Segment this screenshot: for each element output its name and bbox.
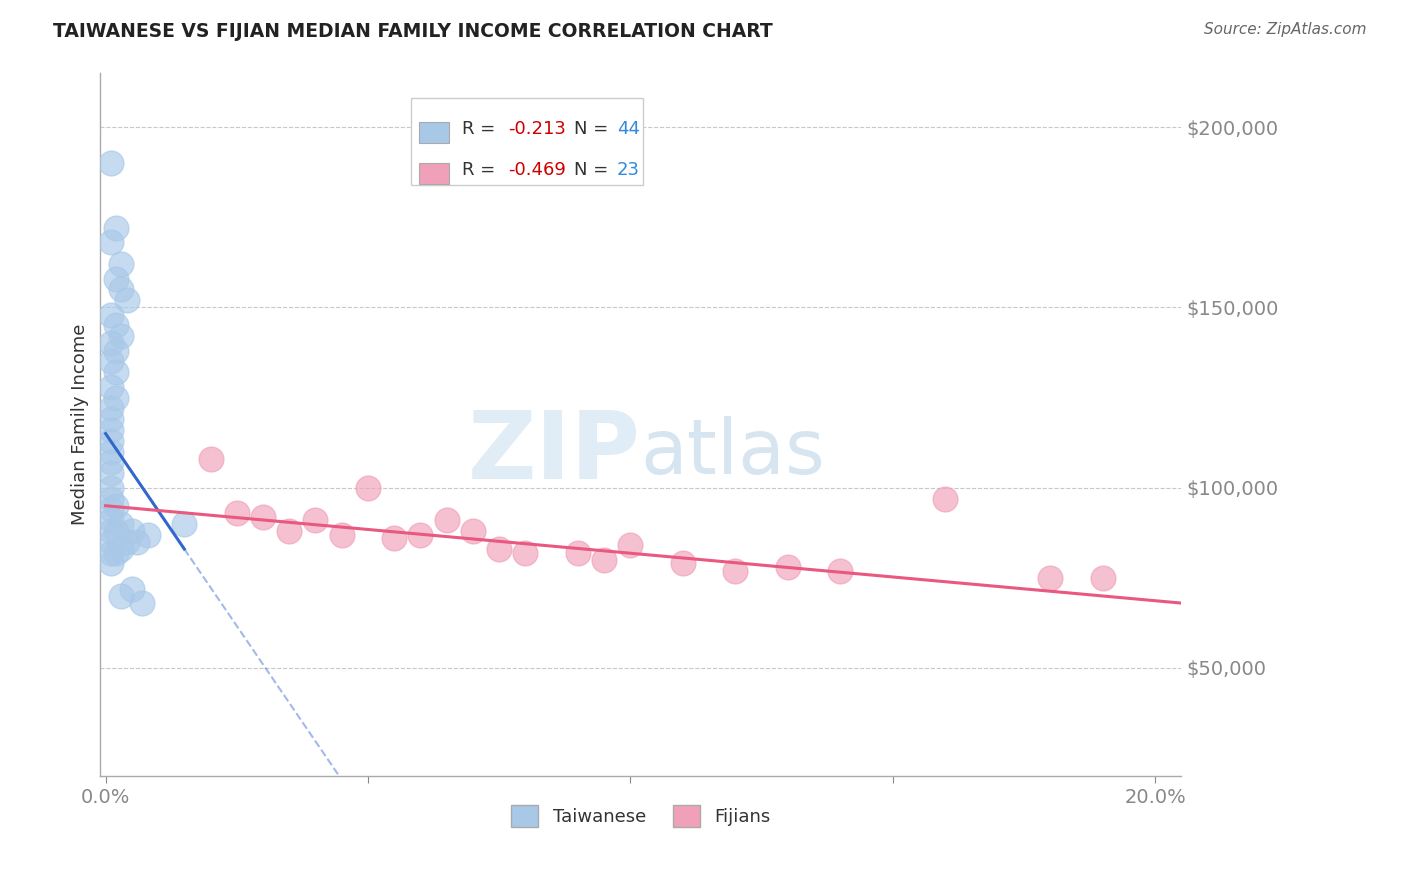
Point bbox=[200, 451, 222, 466]
Point bbox=[110, 257, 132, 271]
Point bbox=[105, 221, 128, 235]
Point bbox=[100, 546, 122, 560]
Point bbox=[100, 401, 122, 416]
Point bbox=[934, 491, 956, 506]
Point bbox=[461, 524, 484, 538]
Point bbox=[121, 524, 143, 538]
Point bbox=[100, 336, 122, 351]
Point bbox=[304, 513, 326, 527]
Point bbox=[619, 538, 641, 552]
Point bbox=[105, 318, 128, 333]
Text: N =: N = bbox=[574, 161, 607, 179]
Point bbox=[225, 506, 247, 520]
Point bbox=[278, 524, 301, 538]
Point bbox=[100, 444, 122, 458]
Point bbox=[110, 329, 132, 343]
Point bbox=[100, 491, 122, 506]
Text: TAIWANESE VS FIJIAN MEDIAN FAMILY INCOME CORRELATION CHART: TAIWANESE VS FIJIAN MEDIAN FAMILY INCOME… bbox=[53, 22, 773, 41]
Point bbox=[330, 527, 353, 541]
Point bbox=[115, 293, 138, 308]
Text: -0.213: -0.213 bbox=[508, 120, 565, 138]
Point bbox=[110, 589, 132, 603]
Text: R =: R = bbox=[463, 161, 496, 179]
Point bbox=[110, 282, 132, 296]
Point bbox=[488, 541, 510, 556]
Point bbox=[1091, 571, 1114, 585]
Point bbox=[105, 391, 128, 405]
Point bbox=[110, 541, 132, 556]
Text: R =: R = bbox=[463, 120, 496, 138]
Point bbox=[100, 235, 122, 250]
Point bbox=[100, 434, 122, 448]
Point bbox=[115, 534, 138, 549]
Point bbox=[252, 509, 274, 524]
Text: 23: 23 bbox=[617, 161, 640, 179]
Y-axis label: Median Family Income: Median Family Income bbox=[72, 324, 89, 525]
Point bbox=[125, 534, 148, 549]
Point bbox=[173, 516, 195, 531]
Text: -0.469: -0.469 bbox=[508, 161, 565, 179]
Point bbox=[100, 354, 122, 368]
Point bbox=[105, 271, 128, 285]
Point bbox=[136, 527, 159, 541]
Point bbox=[100, 513, 122, 527]
Bar bbox=[419, 163, 450, 184]
Point bbox=[357, 481, 380, 495]
Point bbox=[100, 412, 122, 426]
Text: N =: N = bbox=[574, 120, 607, 138]
Point bbox=[100, 534, 122, 549]
Point bbox=[100, 455, 122, 469]
Point bbox=[515, 546, 537, 560]
Point bbox=[830, 564, 852, 578]
Point bbox=[382, 531, 405, 545]
Text: ZIP: ZIP bbox=[468, 407, 641, 499]
Point bbox=[776, 560, 799, 574]
FancyBboxPatch shape bbox=[411, 97, 643, 186]
Point bbox=[436, 513, 458, 527]
Point bbox=[567, 546, 589, 560]
Point bbox=[672, 557, 695, 571]
Text: 44: 44 bbox=[617, 120, 640, 138]
Point bbox=[131, 596, 153, 610]
Point bbox=[100, 423, 122, 437]
Point bbox=[100, 380, 122, 394]
Point bbox=[724, 564, 747, 578]
Legend: Taiwanese, Fijians: Taiwanese, Fijians bbox=[503, 797, 778, 834]
Point bbox=[100, 557, 122, 571]
Point bbox=[100, 481, 122, 495]
Point bbox=[105, 343, 128, 358]
Point bbox=[100, 502, 122, 516]
Point bbox=[105, 365, 128, 379]
Point bbox=[105, 546, 128, 560]
Point bbox=[121, 582, 143, 596]
Point bbox=[110, 516, 132, 531]
Point bbox=[105, 524, 128, 538]
Bar bbox=[419, 122, 450, 144]
Point bbox=[100, 524, 122, 538]
Point bbox=[1039, 571, 1062, 585]
Point bbox=[409, 527, 432, 541]
Text: atlas: atlas bbox=[641, 416, 825, 490]
Point bbox=[100, 156, 122, 170]
Text: Source: ZipAtlas.com: Source: ZipAtlas.com bbox=[1204, 22, 1367, 37]
Point bbox=[105, 499, 128, 513]
Point bbox=[100, 467, 122, 481]
Point bbox=[100, 308, 122, 322]
Point bbox=[593, 553, 616, 567]
